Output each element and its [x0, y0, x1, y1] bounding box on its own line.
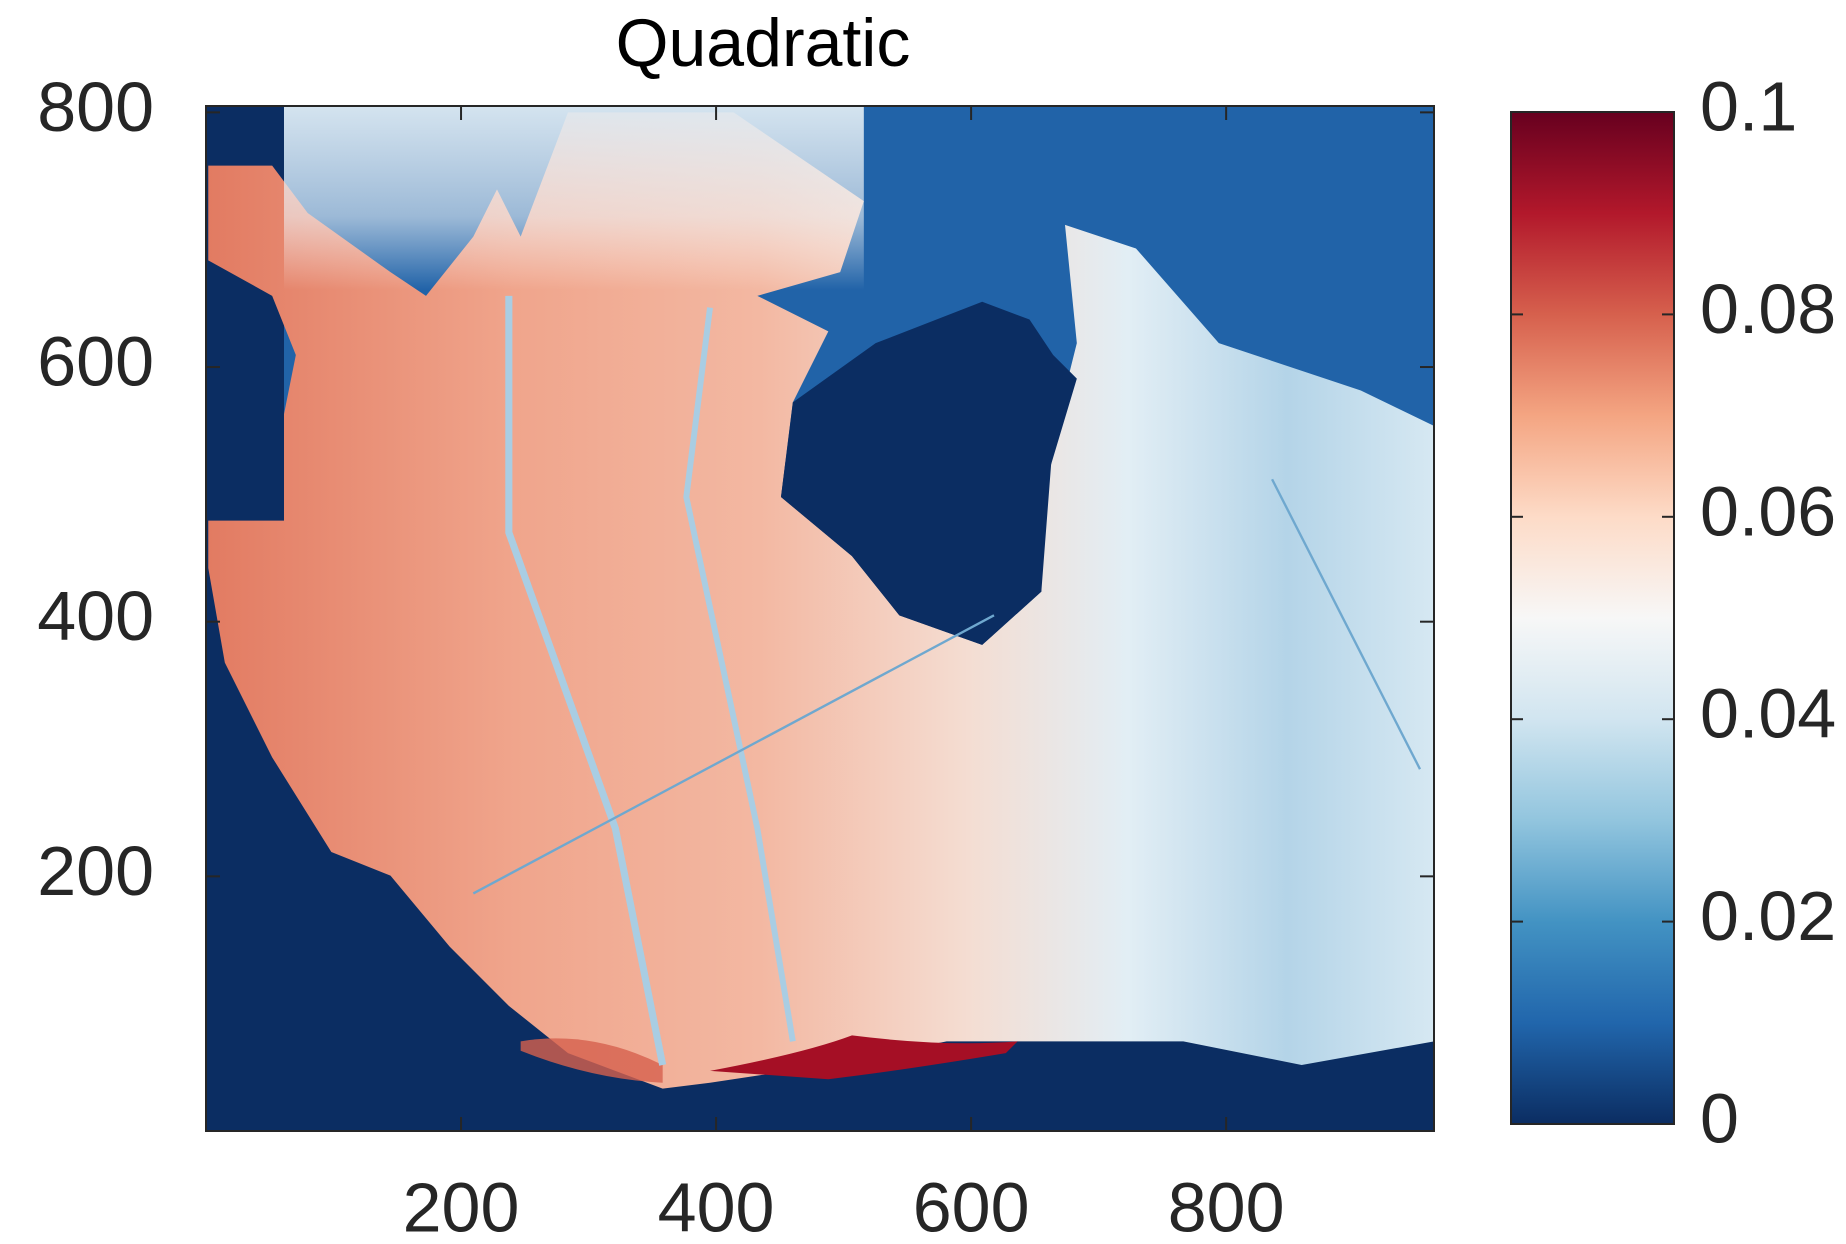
- colorbar-tick-label: 0.08: [1700, 270, 1836, 348]
- colorbar-tick-label: 0.04: [1700, 675, 1836, 753]
- colorbar-tick-label: 0.1: [1700, 67, 1797, 145]
- colorbar-tick-label: 0.06: [1700, 472, 1836, 550]
- x-tick-label: 800: [1168, 1168, 1285, 1244]
- colorbar: [1510, 111, 1675, 1125]
- x-tick-label: 400: [658, 1168, 775, 1244]
- field: [205, 106, 1435, 1132]
- x-tick-label: 200: [403, 1168, 520, 1244]
- y-tick-label: 600: [37, 323, 154, 401]
- y-tick-label: 400: [37, 577, 154, 655]
- y-tick-label: 200: [37, 832, 154, 910]
- colorbar-tick-label: 0.02: [1700, 877, 1836, 955]
- y-tick-label: 800: [37, 68, 154, 146]
- colorbar-tick-label: 0: [1700, 1079, 1739, 1157]
- plot-frame: [205, 105, 1435, 1132]
- chart-title: Quadratic: [616, 5, 911, 81]
- x-tick-label: 600: [913, 1168, 1030, 1244]
